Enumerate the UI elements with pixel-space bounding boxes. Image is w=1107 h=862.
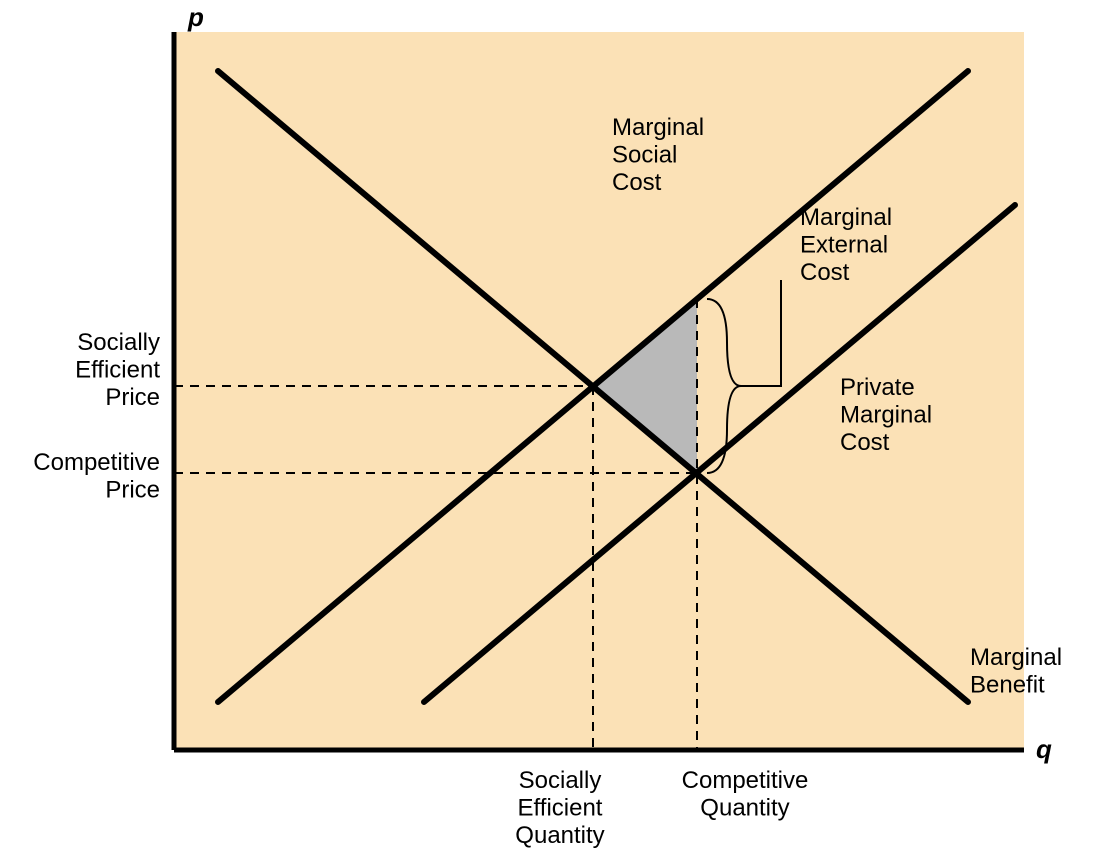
externality-diagram: pqMarginalSocialCostMarginalExternalCost… [0, 0, 1107, 862]
x-axis-label: q [1036, 734, 1052, 764]
label: MarginalBenefit [970, 644, 1062, 699]
label: CompetitiveQuantity [682, 767, 809, 822]
label: SociallyEfficientQuantity [515, 767, 604, 849]
label: CompetitivePrice [33, 449, 160, 504]
y-axis-label: p [187, 2, 204, 32]
label: SociallyEfficientPrice [75, 329, 160, 411]
